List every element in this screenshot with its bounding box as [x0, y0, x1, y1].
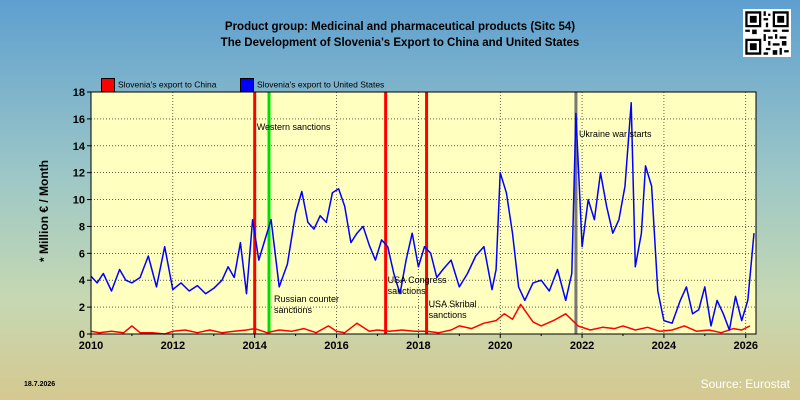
event-label: Western sanctions [257, 122, 331, 132]
y-tick-label: 18 [73, 87, 85, 99]
event-label-line: Russian counter [274, 294, 339, 304]
x-tick-label: 2010 [79, 340, 103, 352]
y-tick-label: 2 [79, 302, 85, 314]
x-tick-label: 2012 [161, 340, 185, 352]
series-line-china [90, 303, 751, 335]
y-tick-label: 12 [73, 168, 85, 180]
source-label: Source: Eurostat [700, 377, 790, 391]
y-tick-label: 14 [73, 141, 86, 153]
legend-label-china: Slovenia's export to China [118, 79, 217, 90]
legend-swatch-usa [240, 78, 254, 92]
event-label-line: USA Skribal [429, 299, 477, 309]
event-label-line: sanctions [388, 286, 427, 296]
plot-border [90, 91, 757, 335]
legend-item-usa: Slovenia's export to United States [240, 78, 384, 92]
event-label: Ukraine war starts [579, 129, 652, 139]
y-tick-label: 16 [73, 114, 85, 126]
x-tick-label: 2026 [734, 340, 758, 352]
event-label-line: Ukraine war starts [579, 129, 652, 139]
x-tick-label: 2024 [652, 340, 677, 352]
x-tick-label: 2020 [488, 340, 512, 352]
y-tick-label: 8 [79, 221, 85, 233]
chart-subtitle: The Development of Slovenia's Export to … [220, 37, 580, 49]
gridlines [90, 91, 756, 335]
y-axis-label: * Million € / Month [37, 160, 51, 262]
x-tick-label: 2022 [570, 340, 594, 352]
y-tick-label: 0 [79, 329, 85, 341]
y-tick-label: 6 [79, 248, 85, 260]
event-label-line: USA Congress [388, 275, 448, 285]
chart-title: Product group: Medicinal and pharmaceuti… [224, 21, 576, 33]
event-label: Russian counter sanctions [274, 294, 339, 315]
event-label-line: sanctions [274, 305, 313, 315]
date-stamp: 18.7.2026 [24, 381, 56, 388]
axes: 0 2 4 6 8 10 12 14 16 18 2010 2012 2014 2016 2018 2020 2… [73, 87, 758, 352]
legend-swatch-china [101, 78, 115, 92]
x-tick-label: 2018 [406, 340, 430, 352]
y-tick-label: 4 [79, 275, 86, 287]
series-line-usa [90, 102, 755, 331]
event-label: USA Skribal sanctions [429, 299, 477, 320]
event-label-line: Western sanctions [257, 122, 331, 132]
plot-area [91, 92, 756, 334]
event-label: USA Congress sanctions [388, 275, 448, 296]
x-tick-label: 2014 [242, 340, 267, 352]
qr-code-icon [743, 9, 791, 57]
event-label-line: sanctions [429, 310, 468, 320]
y-tick-label: 10 [73, 195, 85, 207]
x-tick-label: 2016 [324, 340, 348, 352]
legend-item-china: Slovenia's export to China [101, 78, 217, 92]
legend-label-usa: Slovenia's export to United States [257, 79, 385, 90]
series-lines [90, 102, 755, 335]
